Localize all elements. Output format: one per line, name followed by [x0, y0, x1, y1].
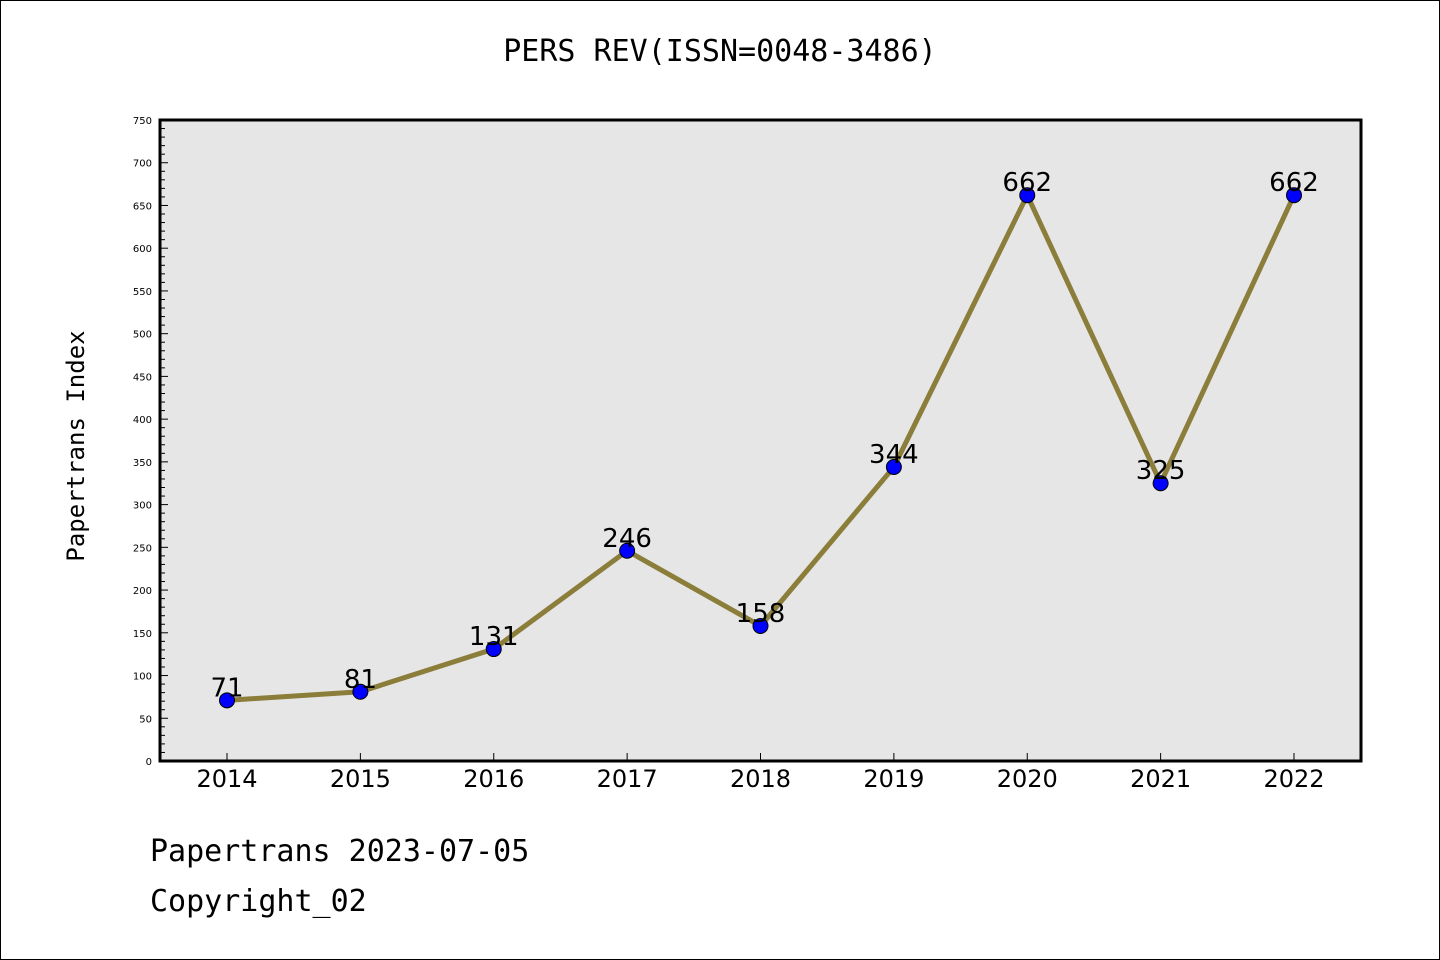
data-label: 344	[869, 440, 919, 470]
y-tick-label: 50	[139, 714, 152, 725]
data-point	[885, 458, 902, 475]
data-point	[1019, 187, 1036, 204]
data-label: 246	[602, 524, 652, 554]
data-point	[485, 641, 502, 658]
y-tick-label: 450	[133, 372, 152, 383]
x-tick-label: 2016	[463, 765, 524, 793]
x-axis: 2014 2015 2016 2017 2018 2019 2020 2021 2022	[196, 753, 1325, 793]
y-tick-label: 400	[133, 415, 152, 426]
data-label: 81	[344, 665, 377, 695]
x-tick-label: 2021	[1130, 765, 1191, 793]
data-point	[219, 692, 235, 709]
x-tick-label: 2018	[730, 765, 791, 793]
x-tick-label: 2014	[196, 765, 257, 793]
data-label: 158	[736, 599, 786, 629]
footer-source: Papertrans 2023-07-05	[150, 834, 530, 869]
footer-copyright: Copyright_02	[150, 884, 367, 919]
data-label: 131	[469, 622, 519, 652]
x-tick-label: 2017	[597, 765, 658, 793]
plot-area	[158, 118, 1363, 763]
chart-title: PERS REV(ISSN=0048-3486)	[503, 34, 937, 69]
series-group	[219, 187, 1302, 709]
data-point	[619, 542, 636, 559]
y-axis: 0 50 100 150 200 250 300 350 400 450 500 550 600 650 7…	[133, 116, 168, 768]
x-tick-label: 2020	[997, 765, 1058, 793]
x-tick-label: 2015	[330, 765, 391, 793]
y-tick-label: 700	[133, 159, 152, 170]
data-point	[752, 617, 769, 634]
y-tick-label: 550	[133, 287, 152, 298]
y-tick-label: 600	[133, 244, 152, 255]
y-tick-label: 350	[133, 458, 152, 469]
y-tick-label: 300	[133, 501, 152, 512]
x-tick-label: 2019	[863, 765, 924, 793]
x-tick-label: 2022	[1263, 765, 1324, 793]
y-tick-label: 150	[133, 629, 152, 640]
data-label: 662	[1269, 168, 1319, 198]
y-tick-label: 250	[133, 543, 152, 554]
y-tick-label: 0	[146, 757, 152, 768]
y-tick-label: 650	[133, 201, 152, 212]
y-tick-label: 500	[133, 330, 152, 341]
data-point	[1286, 187, 1302, 204]
data-label: 662	[1002, 168, 1052, 198]
y-tick-label: 750	[133, 116, 152, 127]
y-tick-label: 100	[133, 672, 152, 683]
data-point	[352, 683, 369, 700]
data-labels-group: 71 81 131 246 158 344 662 325 662	[210, 168, 1318, 703]
data-label: 71	[210, 673, 243, 703]
y-tick-label: 200	[133, 586, 152, 597]
data-label: 325	[1136, 456, 1186, 486]
data-point	[1152, 475, 1169, 492]
